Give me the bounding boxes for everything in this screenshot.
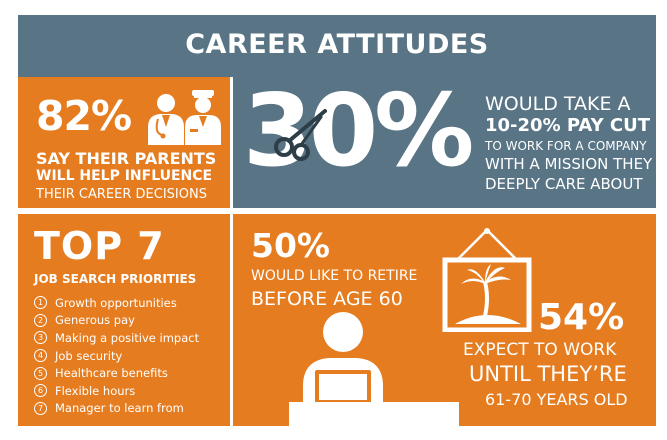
item-label: Flexible hours (55, 383, 136, 398)
retire-line-2: BEFORE AGE 60 (251, 288, 403, 310)
paycut-line-4: WITH A MISSION THEY (485, 155, 653, 173)
paycut-panel: 30% WOULD TAKE A 10-20% PAY CUT TO WORK … (233, 77, 656, 208)
retire-line-1: WOULD LIKE TO RETIRE (251, 268, 418, 284)
item-number: 7 (34, 401, 47, 415)
paycut-line-5: DEEPLY CARE ABOUT (485, 175, 643, 193)
parents-stat: 82% (36, 92, 132, 140)
item-number: 2 (34, 313, 47, 327)
paycut-stat: 30% (243, 72, 474, 189)
retire-stat: 50% (251, 226, 330, 265)
worker-at-desk-icon (289, 312, 459, 426)
item-number: 6 (34, 384, 47, 398)
paycut-line-1: WOULD TAKE A (485, 93, 631, 115)
parents-line-3: THEIR CAREER DECISIONS (36, 187, 207, 202)
paycut-line-3: TO WORK FOR A COMPANY (485, 139, 647, 153)
item-label: Healthcare benefits (55, 366, 168, 381)
item-label: Generous pay (55, 313, 135, 328)
priorities-list: 1 Growth opportunities 2 Generous pay 3 Mak… (34, 294, 199, 417)
beach-picture-icon (442, 228, 532, 332)
priorities-subtitle: JOB SEARCH PRIORITIES (34, 272, 197, 286)
list-item: 5 Healthcare benefits (34, 364, 199, 382)
item-number: 3 (34, 331, 47, 345)
item-number: 4 (34, 349, 47, 363)
priorities-title: TOP 7 (34, 224, 165, 268)
item-number: 1 (34, 296, 47, 310)
parents-line-2: WILL HELP INFLUENCE (36, 168, 213, 184)
parents-panel: 82% SAY THEIR PARENTS WILL HELP INFLUENC… (18, 77, 230, 208)
item-label: Manager to learn from (55, 401, 184, 416)
work-line-1: EXPECT TO WORK (463, 340, 617, 360)
item-label: Job security (55, 348, 123, 363)
list-item: 7 Manager to learn from (34, 400, 199, 418)
list-item: 1 Growth opportunities (34, 294, 199, 312)
item-number: 5 (34, 366, 47, 380)
item-label: Making a positive impact (55, 330, 200, 345)
header-banner: CAREER ATTITUDES (18, 15, 656, 77)
paycut-line-2: 10-20% PAY CUT (485, 115, 651, 136)
list-item: 2 Generous pay (34, 312, 199, 330)
work-line-2: UNTIL THEY’RE (469, 362, 627, 386)
list-item: 4 Job security (34, 347, 199, 365)
parents-people-icon (148, 90, 221, 145)
priorities-panel: TOP 7 JOB SEARCH PRIORITIES 1 Growth oppo… (18, 214, 230, 426)
parents-line-1: SAY THEIR PARENTS (36, 149, 217, 168)
list-item: 3 Making a positive impact (34, 329, 199, 347)
retirement-panel: 50% WOULD LIKE TO RETIRE BEFORE AGE 60 5… (233, 214, 656, 426)
scissors-icon (274, 109, 327, 161)
page-title: CAREER ATTITUDES (185, 29, 489, 60)
work-line-3: 61-70 YEARS OLD (485, 390, 628, 409)
item-label: Growth opportunities (55, 295, 177, 310)
work-stat: 54% (538, 297, 625, 338)
list-item: 6 Flexible hours (34, 382, 199, 400)
